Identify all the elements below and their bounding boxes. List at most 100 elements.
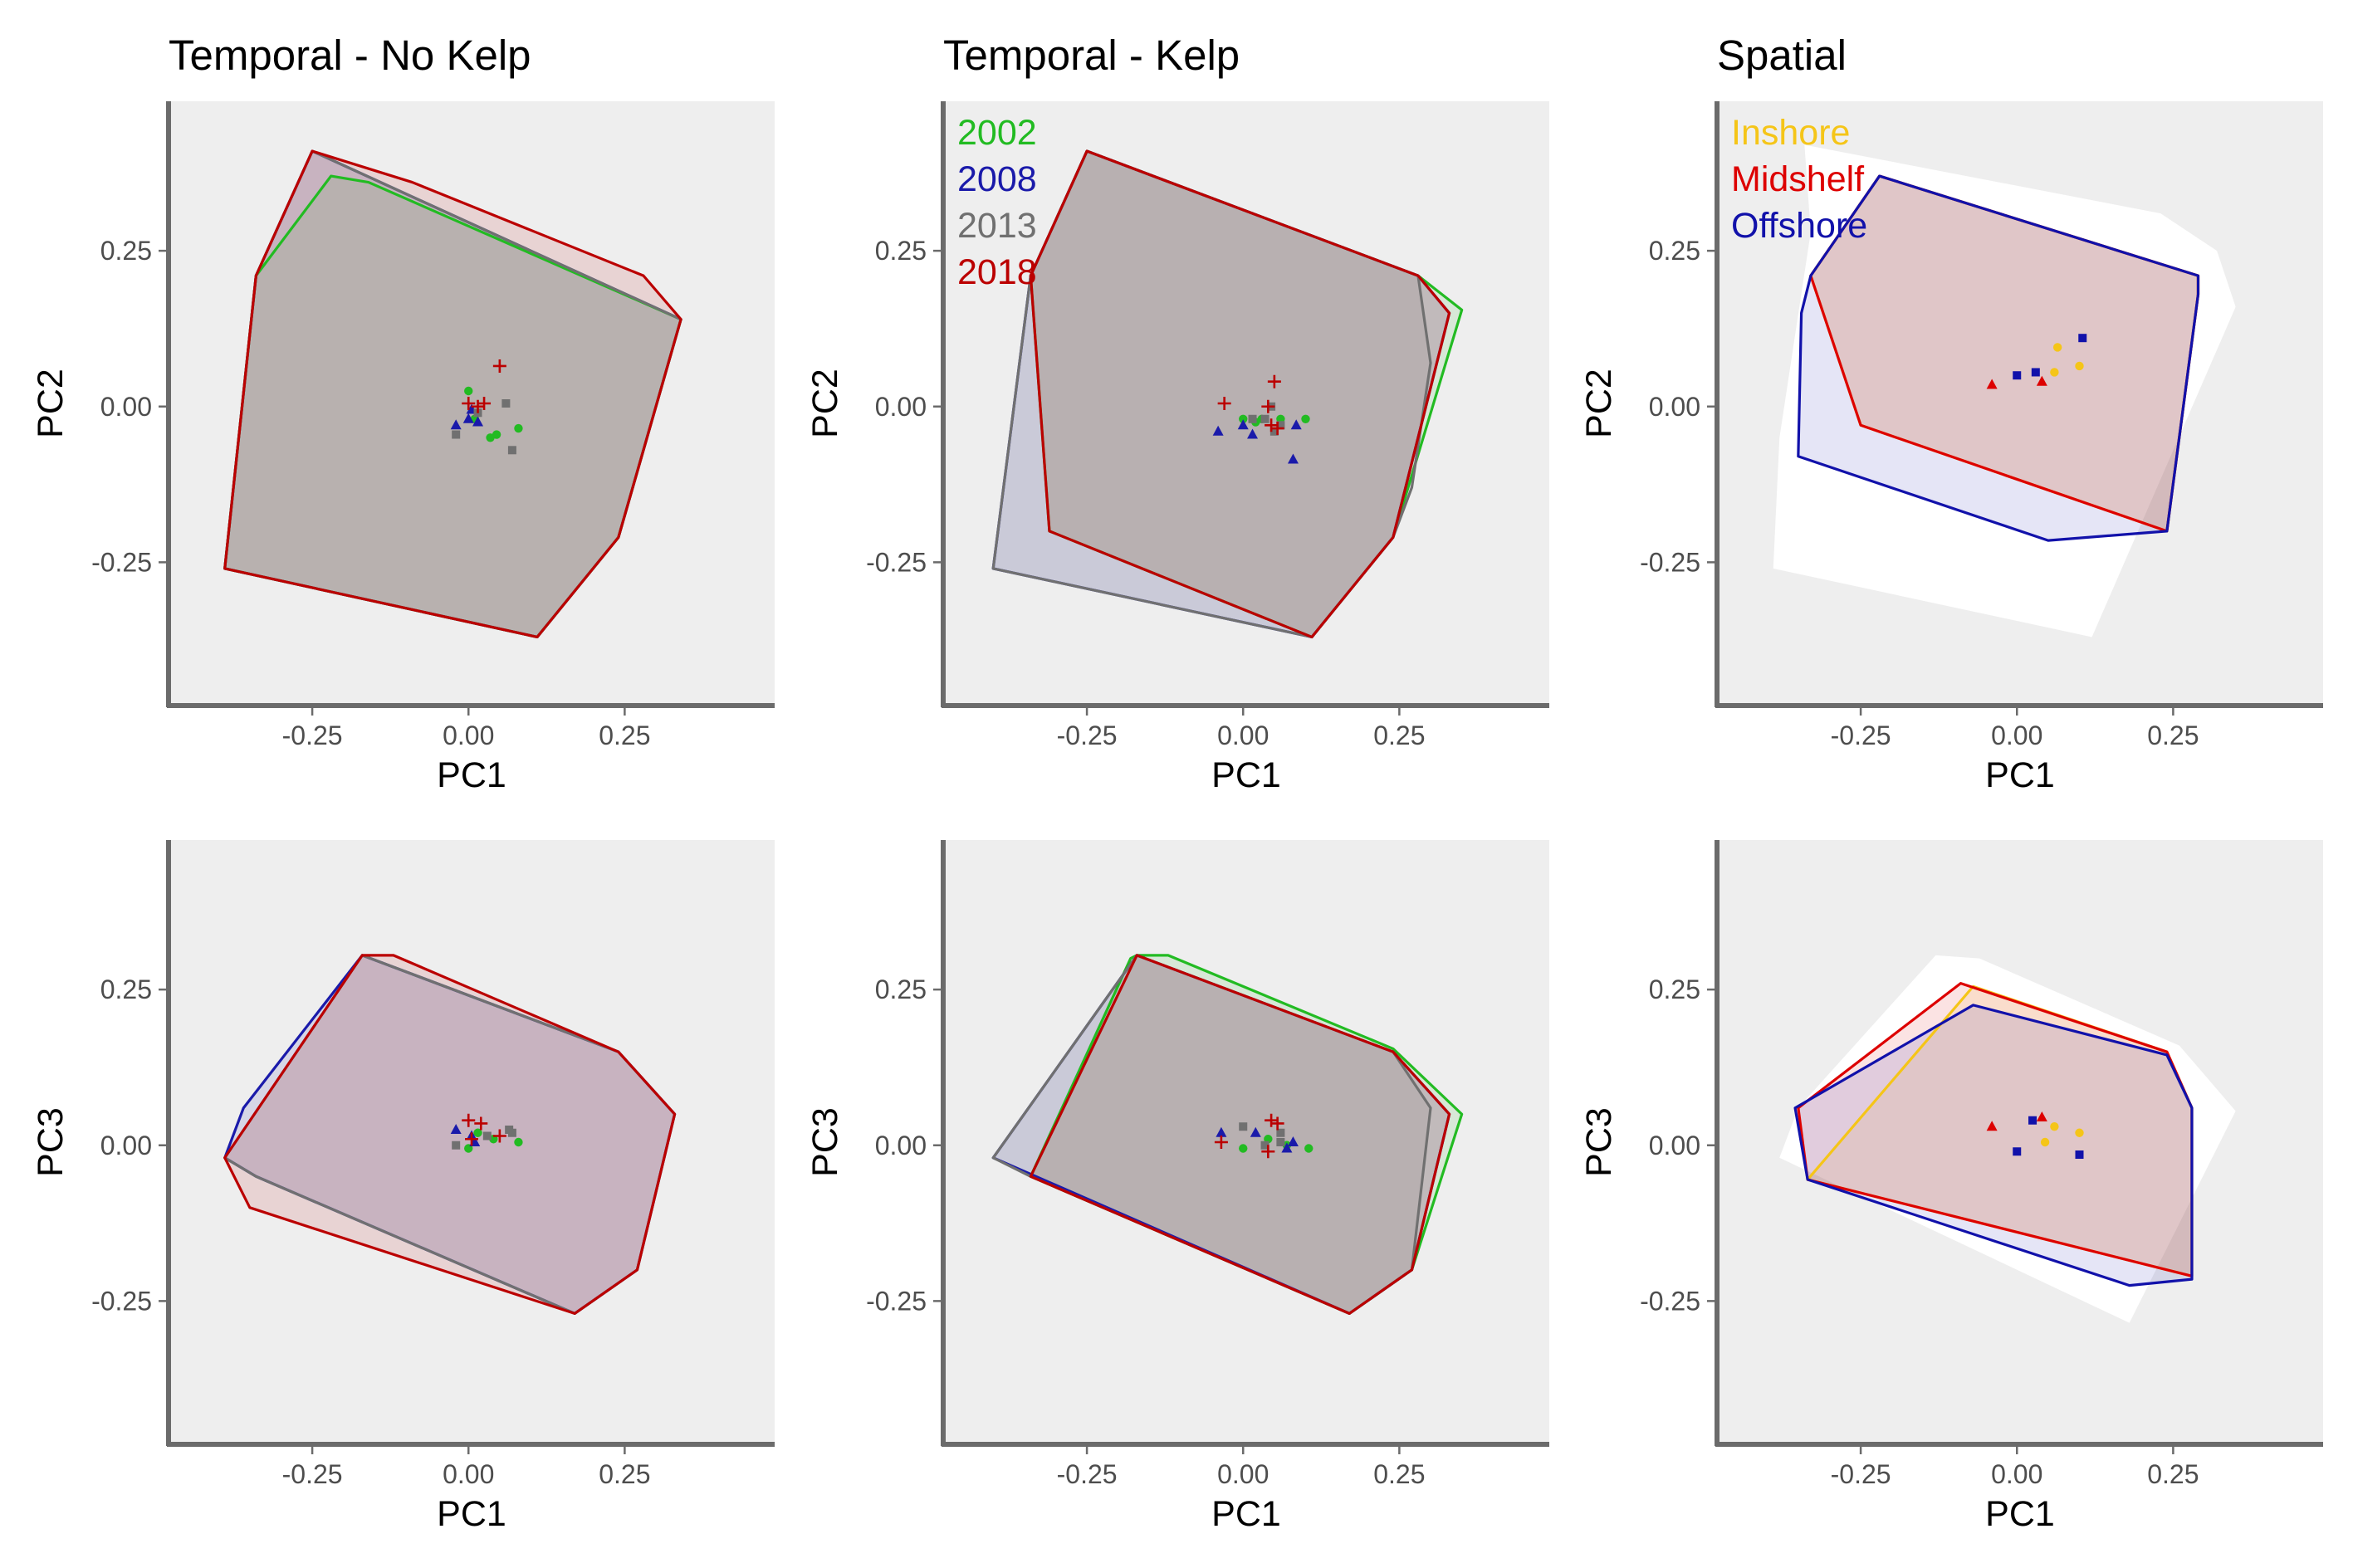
x-axis-title: PC1 [437,755,506,795]
hull-fill-2002 [1030,955,1462,1314]
point-2018 [1265,1113,1279,1127]
point-inshore [2050,1122,2059,1131]
x-tick-label: 0.25 [2147,720,2199,750]
point-2013 [1260,1141,1269,1150]
hull-outline-2018 [223,149,682,639]
point-2013 [452,1141,461,1150]
point-2008 [450,419,462,430]
y-tick-label: 0.00 [100,392,152,422]
hull-fill-2013 [224,955,675,1314]
hull-fill-2018 [224,955,675,1314]
point-midshelf [1986,379,1998,389]
panel-background [943,840,1549,1444]
hull-fill-offshore [1795,1004,2192,1286]
y-tick-label: 0.25 [100,236,152,266]
point-2002 [1239,414,1248,423]
point-offshore [2013,1147,2022,1156]
y-tick-label: -0.25 [91,1286,152,1316]
point-inshore [2075,1128,2084,1137]
point-2018 [471,399,485,413]
x-tick-label: -0.25 [1831,720,1891,750]
point-2018 [1267,374,1281,388]
point-inshore [2050,368,2059,377]
point-2002 [1239,1144,1248,1153]
hull-fill-2018 [224,151,682,637]
hull-fill-2018 [1030,151,1450,637]
x-tick-label: 0.25 [1373,720,1425,750]
x-tick-label: -0.25 [1057,720,1118,750]
point-2013 [507,1128,516,1137]
hull-fill-2018 [1030,955,1450,1314]
panel-title-spatial: Spatial [1717,32,1847,79]
hull-fill-offshore [1798,176,2199,541]
point-2018 [474,1116,488,1131]
point-offshore [2075,1150,2084,1160]
legend-entry-inshore: Inshore [1731,113,1850,153]
point-2018 [477,397,492,410]
point-2013 [1276,1128,1285,1137]
point-2008 [462,413,474,423]
point-2018 [462,1113,476,1127]
panels-layer: -0.25 0.00 0.25 -0.25 0.00 0.25 PC1 PC2 -0.25 0.0… [31,101,2323,1534]
point-offshore [2013,371,2022,380]
hull-fill-2002 [1030,151,1462,637]
y-tick-label: -0.25 [91,547,152,577]
point-2013 [452,430,461,439]
panel-6: -0.25 0.00 0.25 -0.25 0.00 0.25 PC1 PC3 [1579,840,2323,1534]
legend-entry-2008: 2008 [957,159,1037,199]
hull-fill-2008 [993,151,1450,637]
point-2013 [1239,1122,1248,1131]
point-2013 [1260,414,1269,423]
x-tick-label: -0.25 [282,1459,343,1489]
point-2002 [1301,414,1310,423]
point-2018 [465,1132,478,1146]
hull-outline-2018 [1029,954,1451,1315]
y-tick-label: 0.25 [1649,975,1700,1004]
point-2008 [1247,428,1259,439]
hull-outline-2018 [1029,149,1451,639]
y-axis-title: PC3 [1579,1107,1619,1177]
point-2002 [464,386,473,396]
hull-fill-2013 [993,955,1431,1314]
point-2013 [482,1131,492,1141]
legend-entry-midshelf: Midshelf [1731,159,1865,199]
point-2018 [1270,422,1284,436]
point-2018 [1265,418,1279,432]
point-2002 [473,1128,482,1137]
panel-4: -0.25 0.00 0.25 -0.25 0.00 0.25 PC1 PC3 [31,840,775,1534]
x-axis-title: PC1 [437,1494,506,1534]
y-tick-label: 0.00 [1649,392,1700,422]
panel-1: -0.25 0.00 0.25 -0.25 0.00 0.25 PC1 PC2 [31,101,775,795]
hull-fill-inshore [1810,176,2199,531]
point-2013 [1276,1138,1285,1146]
point-2002 [1304,1144,1313,1153]
hull-fill-2013 [993,151,1431,637]
x-tick-label: -0.25 [1057,1459,1118,1489]
point-2013 [1269,427,1279,436]
point-midshelf [2036,1111,2047,1121]
panel-3: -0.25 0.00 0.25 -0.25 0.00 0.25 PC1 PC2 Inshore M… [1579,101,2323,795]
x-tick-label: 0.00 [443,1459,494,1489]
y-tick-label: 0.00 [875,1131,927,1160]
y-tick-label: 0.25 [875,975,927,1004]
point-2018 [492,359,506,373]
x-tick-label: 0.00 [443,720,494,750]
y-axis-title: PC3 [31,1107,71,1177]
panel-2: -0.25 0.00 0.25 -0.25 0.00 0.25 PC1 PC2 2002 2008… [805,101,1549,795]
hull-fill-midshelf [1810,176,2199,531]
point-2018 [1214,1136,1228,1149]
point-2002 [492,430,501,439]
point-2008 [1237,419,1249,430]
point-2008 [1212,425,1224,436]
hull-fill-2008 [224,955,675,1314]
point-2008 [1281,1142,1293,1153]
x-tick-label: 0.00 [1217,1459,1269,1489]
point-2008 [1216,1126,1227,1137]
y-tick-label: 0.00 [875,392,927,422]
hull-outline-offshore [1797,174,2200,542]
point-2008 [450,1123,462,1134]
point-offshore [2078,334,2087,343]
point-2008 [1287,453,1299,464]
x-axis-title: PC1 [1985,1494,2055,1534]
